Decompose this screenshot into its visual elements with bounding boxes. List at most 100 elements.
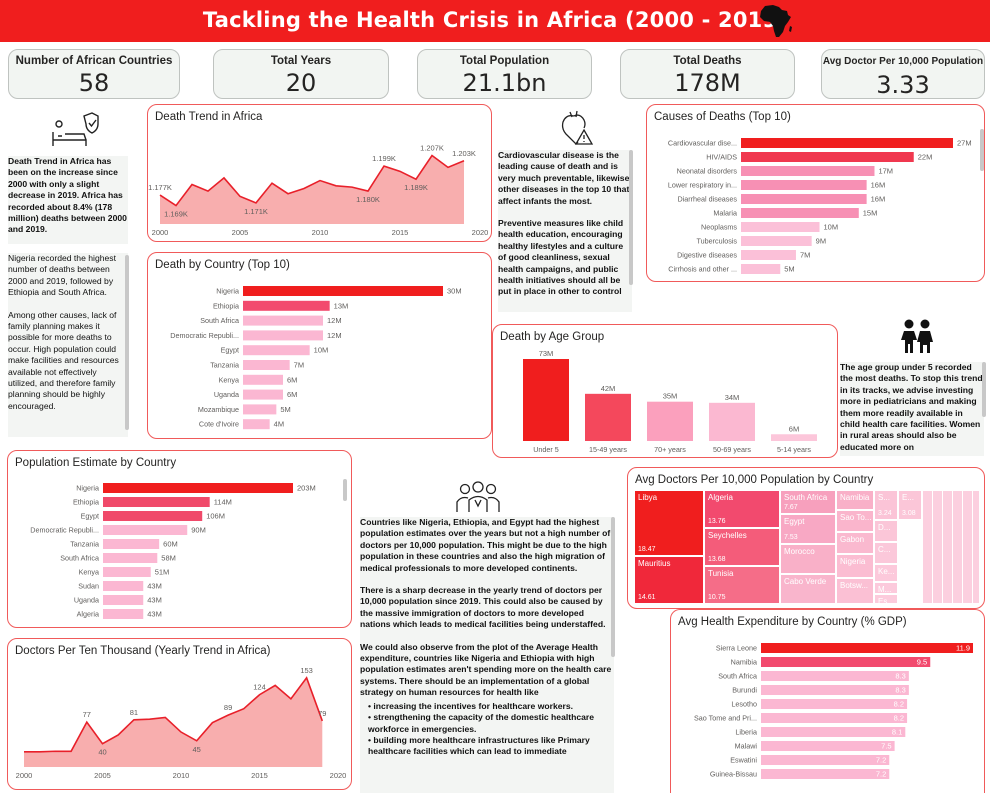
treemap-tile[interactable]: Egypt 7.53 xyxy=(780,514,836,544)
treemap-tile[interactable]: Mauritius 14.61 xyxy=(634,556,704,604)
bar xyxy=(741,194,867,204)
scrollbar[interactable] xyxy=(343,479,347,501)
category-label: Liberia xyxy=(735,728,757,737)
data-label: 15M xyxy=(863,209,878,218)
category-label: HIV/AIDS xyxy=(706,153,737,162)
death-trend-chart: 2000 2005 2010 2015 2020 1.177K 1.169K 1.171K 1.… xyxy=(148,144,488,237)
data-label: 12M xyxy=(327,316,342,325)
category-label: Malaria xyxy=(713,209,737,218)
category-label: Neoplasms xyxy=(701,223,737,232)
tile-value: 7.67 xyxy=(784,504,798,511)
data-label: 34M xyxy=(725,393,740,402)
chart-title: Death Trend in Africa xyxy=(155,111,263,123)
treemap-tile[interactable]: Namibia xyxy=(836,490,874,510)
category-label: Namibia xyxy=(731,658,757,667)
data-label: 45 xyxy=(193,745,201,754)
data-label: 1.199K xyxy=(372,154,396,163)
treemap-tile-small[interactable] xyxy=(922,490,980,604)
note-death-country: Nigeria recorded the highest number of d… xyxy=(8,253,128,437)
category-label: Democratic Republi... xyxy=(170,331,239,340)
treemap-tile[interactable]: Algeria 13.76 xyxy=(704,490,780,528)
treemap-tile[interactable]: Tunisia 10.75 xyxy=(704,566,780,604)
treemap-tile[interactable]: Es... xyxy=(874,594,898,604)
data-label: 7.2 xyxy=(876,756,886,765)
note-text: Cardiovascular disease is the leading ca… xyxy=(498,150,630,206)
x-tick-label: 2015 xyxy=(251,771,268,780)
tile-label: Sao To... xyxy=(840,513,872,522)
tile-value: 18.47 xyxy=(638,546,656,553)
scrollbar[interactable] xyxy=(611,517,615,657)
category-label: Ethiopia xyxy=(213,301,239,310)
medical-team-icon xyxy=(456,481,500,512)
data-label: 22M xyxy=(918,153,933,162)
category-label: Nigeria xyxy=(76,484,99,493)
bar xyxy=(761,741,895,751)
data-label: 8.2 xyxy=(894,700,904,709)
treemap-tile[interactable]: Libya 18.47 xyxy=(634,490,704,556)
treemap-tile[interactable]: Gabon xyxy=(836,532,874,554)
category-label: Neonatal disorders xyxy=(677,167,738,176)
tile-label: Egypt xyxy=(784,517,805,526)
tile-value: 13.68 xyxy=(708,556,726,563)
data-label: 1.171K xyxy=(244,207,268,216)
treemap-tile[interactable]: Morocco xyxy=(780,544,836,574)
treemap-tile[interactable]: Sao To... xyxy=(836,510,874,532)
panel-death-trend: Death Trend in Africa 2000 2005 2010 2015 20… xyxy=(147,104,492,242)
tile-value: 3.24 xyxy=(878,510,892,517)
age-group-chart: 73M Under 5 42M 15-49 years 35M 70+ years 34M 5… xyxy=(523,349,817,454)
x-tick-label: 2010 xyxy=(312,228,329,237)
category-label: Cirrhosis and other ... xyxy=(668,265,737,274)
scrollbar[interactable] xyxy=(980,129,984,171)
treemap-tile[interactable]: Cabo Verde xyxy=(780,574,836,604)
treemap-tile[interactable]: D... xyxy=(874,520,898,542)
bar xyxy=(243,330,323,341)
scrollbar[interactable] xyxy=(125,255,129,430)
page-title: Tackling the Health Crisis in Africa (20… xyxy=(202,8,788,32)
bar xyxy=(741,180,867,190)
category-label: South Africa xyxy=(60,554,99,563)
treemap-tile[interactable]: S... 3.24 xyxy=(874,490,898,520)
category-label: 70+ years xyxy=(654,445,686,454)
area-fill xyxy=(160,155,464,224)
bar xyxy=(741,250,796,260)
note-text: Death Trend in Africa has been on the in… xyxy=(8,156,127,235)
bar xyxy=(761,657,931,667)
note-text: The age group under 5 recorded the most … xyxy=(840,362,983,452)
category-label: Sudan xyxy=(78,582,99,591)
treemap-tile[interactable]: Nigeria xyxy=(836,554,874,578)
chart-title: Causes of Deaths (Top 10) xyxy=(654,111,791,123)
data-label: 4M xyxy=(274,420,284,429)
data-label: 203M xyxy=(297,484,316,493)
panel-health-exp: Avg Health Expenditure by Country (% GDP… xyxy=(670,609,985,793)
treemap-tile[interactable]: M... xyxy=(874,582,898,594)
bar xyxy=(741,236,812,246)
treemap-tile[interactable]: E... 3.08 xyxy=(898,490,922,520)
data-label: 81 xyxy=(130,708,138,717)
treemap-tile[interactable]: South Africa 7.67 xyxy=(780,490,836,514)
avg-doctors-treemap: Libya 18.47 Mauritius 14.61 Algeria 13.76 Seyc… xyxy=(634,490,980,604)
treemap-tile[interactable]: Botsw... xyxy=(836,578,874,604)
bar xyxy=(103,595,144,605)
area-fill xyxy=(24,677,323,767)
treemap-tile[interactable]: Seychelles 13.68 xyxy=(704,528,780,566)
category-label: Eswatini xyxy=(730,756,757,765)
data-label: 16M xyxy=(871,181,886,190)
note-text: building more healthcare infrastructures… xyxy=(368,734,590,757)
bar xyxy=(761,699,908,709)
tile-label: S... xyxy=(878,493,891,502)
tile-label: Algeria xyxy=(708,493,733,502)
data-label: 60M xyxy=(163,540,178,549)
category-label: Sao Tome and Pri... xyxy=(694,714,757,723)
scrollbar[interactable] xyxy=(629,150,633,285)
treemap-tile[interactable]: Ke... xyxy=(874,564,898,582)
tile-value: 14.61 xyxy=(638,594,656,601)
bar xyxy=(243,404,277,415)
panel-death-country: Death by Country (Top 10) Nigeria 30M Ethi… xyxy=(147,252,492,439)
data-label: 90M xyxy=(191,526,206,535)
data-label: 13M xyxy=(334,301,349,310)
treemap-tile[interactable]: C... xyxy=(874,542,898,564)
category-label: Burundi xyxy=(732,686,757,695)
scrollbar[interactable] xyxy=(982,362,986,417)
category-label: Kenya xyxy=(219,375,239,384)
data-label: 1.180K xyxy=(356,195,380,204)
